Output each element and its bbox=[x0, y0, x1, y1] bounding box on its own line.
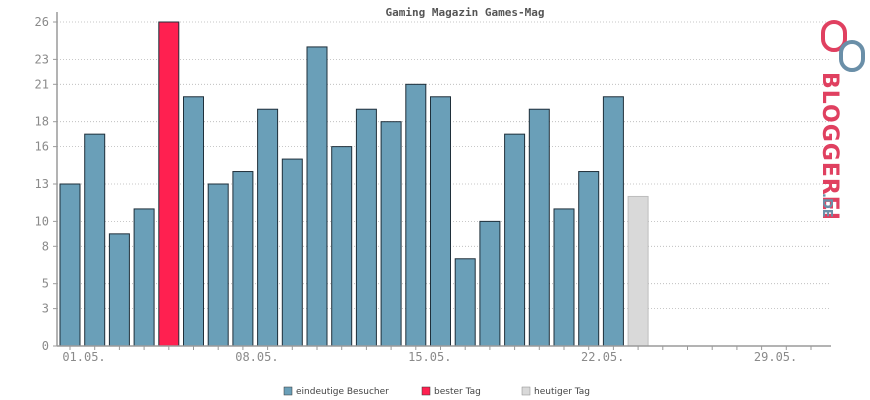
bar bbox=[528, 108, 550, 347]
y-tick-label: 5 bbox=[42, 277, 49, 291]
bars bbox=[59, 21, 649, 347]
axes bbox=[56, 12, 831, 347]
x-tick-label: 22.05. bbox=[581, 350, 624, 364]
logo-tld-text: .DE bbox=[819, 193, 834, 218]
bar bbox=[578, 171, 600, 347]
x-tick-label: 15.05. bbox=[408, 350, 451, 364]
bar bbox=[479, 220, 501, 347]
legend-swatch-visitors bbox=[283, 386, 293, 396]
bar bbox=[158, 21, 180, 347]
legend-swatch-best-day bbox=[421, 386, 431, 396]
bar bbox=[355, 108, 377, 347]
x-tick-label: 08.05. bbox=[235, 350, 278, 364]
bar bbox=[232, 171, 254, 347]
bar bbox=[84, 133, 106, 347]
bar bbox=[331, 146, 353, 347]
bar bbox=[602, 96, 624, 347]
x-tick-labels: 01.05. 08.05. 15.05. 22.05. 29.05. bbox=[62, 350, 797, 364]
bar bbox=[108, 233, 130, 347]
legend-item-visitors: eindeutige Besucher bbox=[283, 386, 389, 397]
legend: eindeutige Besucher bester Tag heutiger … bbox=[283, 386, 590, 397]
bar bbox=[380, 121, 402, 347]
bar bbox=[133, 208, 155, 347]
legend-label-visitors: eindeutige Besucher bbox=[296, 387, 389, 397]
bar bbox=[454, 258, 476, 347]
bar bbox=[504, 133, 526, 347]
bloggerei-logo: BLOGGEREI .DE bbox=[817, 20, 865, 221]
bar bbox=[306, 46, 328, 347]
y-tick-label: 26 bbox=[35, 15, 49, 29]
y-tick-label: 23 bbox=[35, 52, 49, 66]
legend-label-best-day: bester Tag bbox=[434, 387, 481, 397]
y-tick-label: 18 bbox=[35, 115, 49, 129]
bar bbox=[257, 108, 279, 347]
y-tick-label: 8 bbox=[42, 239, 49, 253]
y-tick-label: 21 bbox=[35, 77, 49, 91]
x-tick-label: 01.05. bbox=[62, 350, 105, 364]
legend-item-best-day: bester Tag bbox=[421, 386, 481, 397]
y-tick-label: 0 bbox=[42, 339, 49, 353]
legend-item-today: heutiger Tag bbox=[521, 386, 590, 397]
x-tick-label: 29.05. bbox=[754, 350, 797, 364]
bar bbox=[553, 208, 575, 347]
y-tick-label: 16 bbox=[35, 140, 49, 154]
logo-brand-text: BLOGGEREI bbox=[817, 72, 842, 221]
y-tick-label: 13 bbox=[35, 177, 49, 191]
bar bbox=[627, 195, 649, 347]
bar bbox=[281, 158, 303, 347]
bar bbox=[430, 96, 451, 347]
y-tick-label: 3 bbox=[42, 302, 49, 316]
bar bbox=[59, 183, 81, 347]
legend-label-today: heutiger Tag bbox=[534, 387, 590, 397]
bar bbox=[405, 83, 427, 347]
bar bbox=[183, 96, 204, 347]
chart-title: Gaming Magazin Games-Mag bbox=[386, 6, 545, 19]
legend-swatch-today bbox=[521, 386, 531, 396]
bar bbox=[207, 183, 229, 347]
y-tick-label: 10 bbox=[35, 214, 49, 228]
bloggerei-logo-icon bbox=[821, 20, 865, 72]
y-tick-labels: 0 3 5 8 10 13 16 18 21 23 26 bbox=[35, 15, 57, 353]
